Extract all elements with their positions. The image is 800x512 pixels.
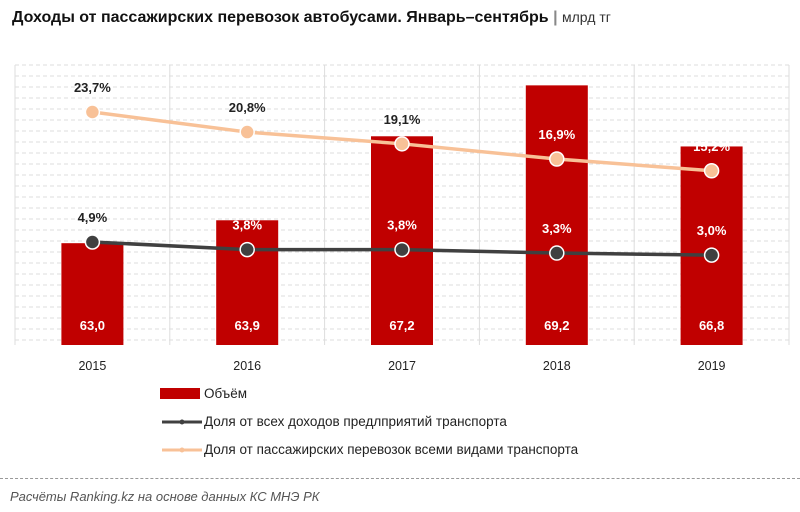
bar-label: 63,0 [80, 318, 105, 333]
legend-label: Доля от пассажирских перевозок всеми вид… [204, 442, 579, 457]
data-label: 3,0% [697, 223, 727, 238]
bar-label: 63,9 [235, 318, 260, 333]
chart-title: Доходы от пассажирских перевозок автобус… [12, 9, 611, 26]
data-point [703, 163, 720, 179]
legend-swatch-dark-line [162, 419, 202, 424]
x-tick-label: 2018 [543, 359, 571, 373]
bar [371, 136, 433, 345]
data-label: 3,8% [232, 218, 262, 233]
data-point [394, 136, 410, 152]
legend-item-all-transport: Доля от всех доходов предлприятий трансп… [160, 414, 507, 429]
legend-item-passenger-share: Доля от пассажирских перевозок всеми вид… [160, 442, 578, 457]
data-point [239, 124, 255, 140]
data-label: 3,8% [387, 218, 417, 233]
source-note: Расчёты Ranking.kz на основе данных КС М… [10, 489, 320, 504]
chart-svg: 63,0 63,9 67,2 69,2 66,8 2015 2016 2017 2018 2019… [14, 64, 790, 373]
data-point [394, 241, 410, 258]
x-tick-label: 2015 [78, 359, 106, 373]
legend-label: Доля от всех доходов предлприятий трансп… [204, 414, 507, 429]
data-label: 3,3% [542, 221, 572, 236]
data-label: 4,9% [78, 210, 108, 225]
data-label: 20,8% [229, 100, 266, 115]
bar [216, 220, 279, 345]
data-point [239, 241, 255, 258]
bar [525, 85, 588, 345]
data-label: 23,7% [74, 80, 111, 95]
title-text: Доходы от пассажирских перевозок автобус… [12, 9, 549, 26]
x-tick-label: 2016 [233, 359, 261, 373]
data-point [84, 234, 101, 250]
data-label: 16,9% [538, 127, 575, 142]
data-point [549, 245, 565, 261]
bar [61, 243, 124, 345]
bar [680, 146, 743, 345]
data-point [703, 247, 720, 263]
legend-swatch-light-line [162, 447, 202, 452]
x-tick-label: 2019 [698, 359, 726, 373]
data-point [549, 151, 565, 167]
divider [0, 478, 800, 479]
data-point [84, 104, 101, 120]
bar-label: 66,8 [699, 318, 724, 333]
x-tick-label: 2017 [388, 359, 416, 373]
unit-label: млрд тг [562, 9, 611, 25]
data-label: 19,1% [384, 112, 421, 127]
bar-label: 69,2 [544, 318, 569, 333]
bar-label: 67,2 [389, 318, 414, 333]
data-label: 15,2% [693, 139, 730, 154]
legend-item-volume: Объём [160, 386, 247, 401]
legend-swatch-bar [160, 388, 200, 399]
legend-label: Объём [204, 386, 248, 401]
